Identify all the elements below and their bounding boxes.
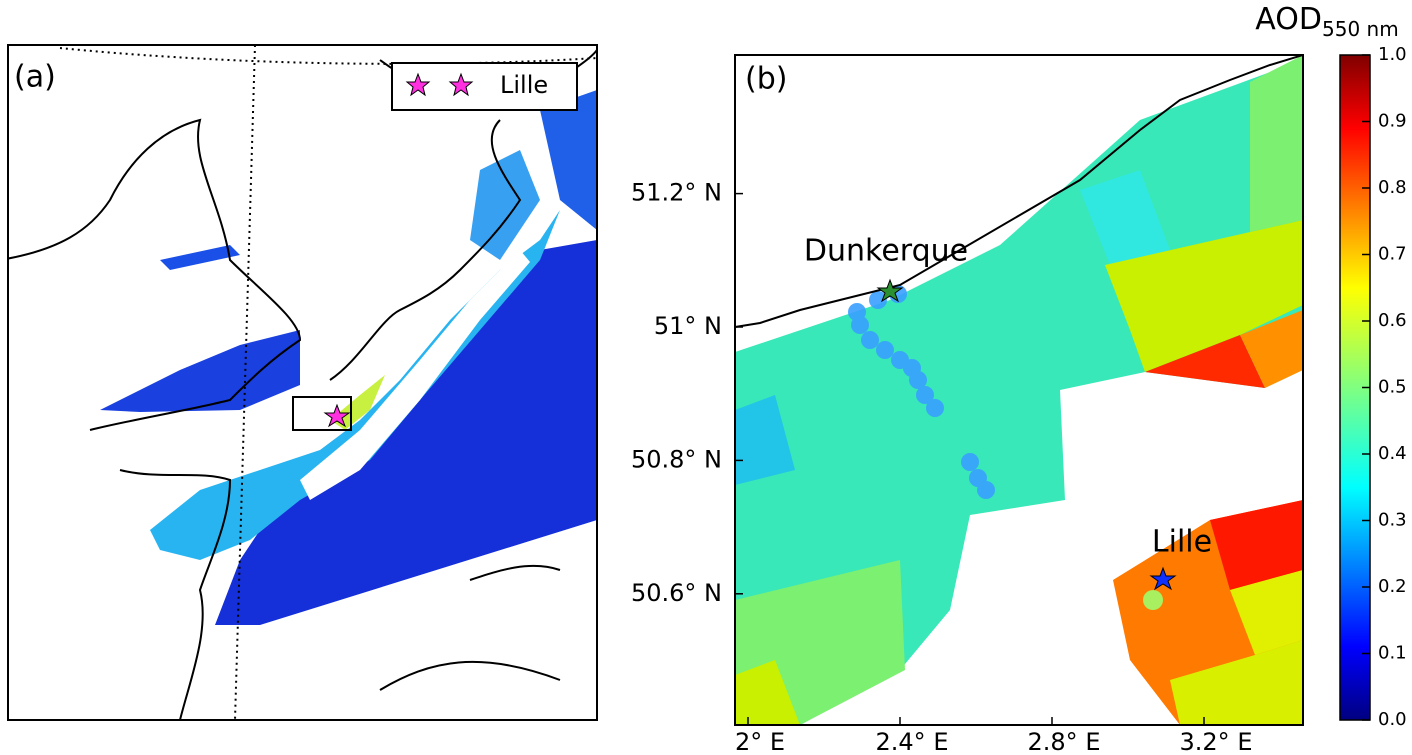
y-tick-label: 50.8° N <box>631 445 722 473</box>
x-tick-label: 2° E <box>735 728 785 755</box>
colorbar-tick-label: 0.2 <box>1378 576 1407 597</box>
x-tick-label: 2.4° E <box>876 728 949 755</box>
x-tick-label: 3.2° E <box>1180 728 1253 755</box>
x-tick-label: 2.8° E <box>1028 728 1101 755</box>
colorbar-tick-label: 0.0 <box>1378 709 1407 730</box>
frame-b <box>734 54 1304 726</box>
colorbar-subscript: 550 nm <box>1322 17 1399 41</box>
y-tick-label: 51° N <box>654 312 722 340</box>
place-label: Lille <box>1152 525 1212 560</box>
place-label: Dunkerque <box>804 234 968 269</box>
colorbar-tick-label: 0.8 <box>1378 177 1407 198</box>
colorbar-tick-label: 0.6 <box>1378 310 1407 331</box>
colorbar-tick-label: 0.1 <box>1378 643 1407 664</box>
map-a <box>8 45 597 720</box>
colorbar-tick-label: 0.4 <box>1378 443 1407 464</box>
colorbar-tick-label: 0.7 <box>1378 244 1407 265</box>
panel-label: (a) <box>14 60 56 95</box>
colorbar-tick-label: 1.0 <box>1378 44 1407 65</box>
panel-label: (b) <box>745 62 787 97</box>
frame-a <box>7 44 598 721</box>
colorbar-title-main: AOD <box>1255 2 1322 37</box>
y-tick-label: 50.6° N <box>631 579 722 607</box>
colorbar-tick-label: 0.9 <box>1378 111 1407 132</box>
legend-label: Lille <box>500 71 548 99</box>
y-tick-label: 51.2° N <box>631 179 722 207</box>
map-b <box>735 55 1303 725</box>
colorbar-title: AOD550 nm <box>1255 2 1398 41</box>
colorbar-tick-label: 0.5 <box>1378 377 1407 398</box>
legend: Lille <box>391 62 578 111</box>
colorbar-tick-label: 0.3 <box>1378 510 1407 531</box>
